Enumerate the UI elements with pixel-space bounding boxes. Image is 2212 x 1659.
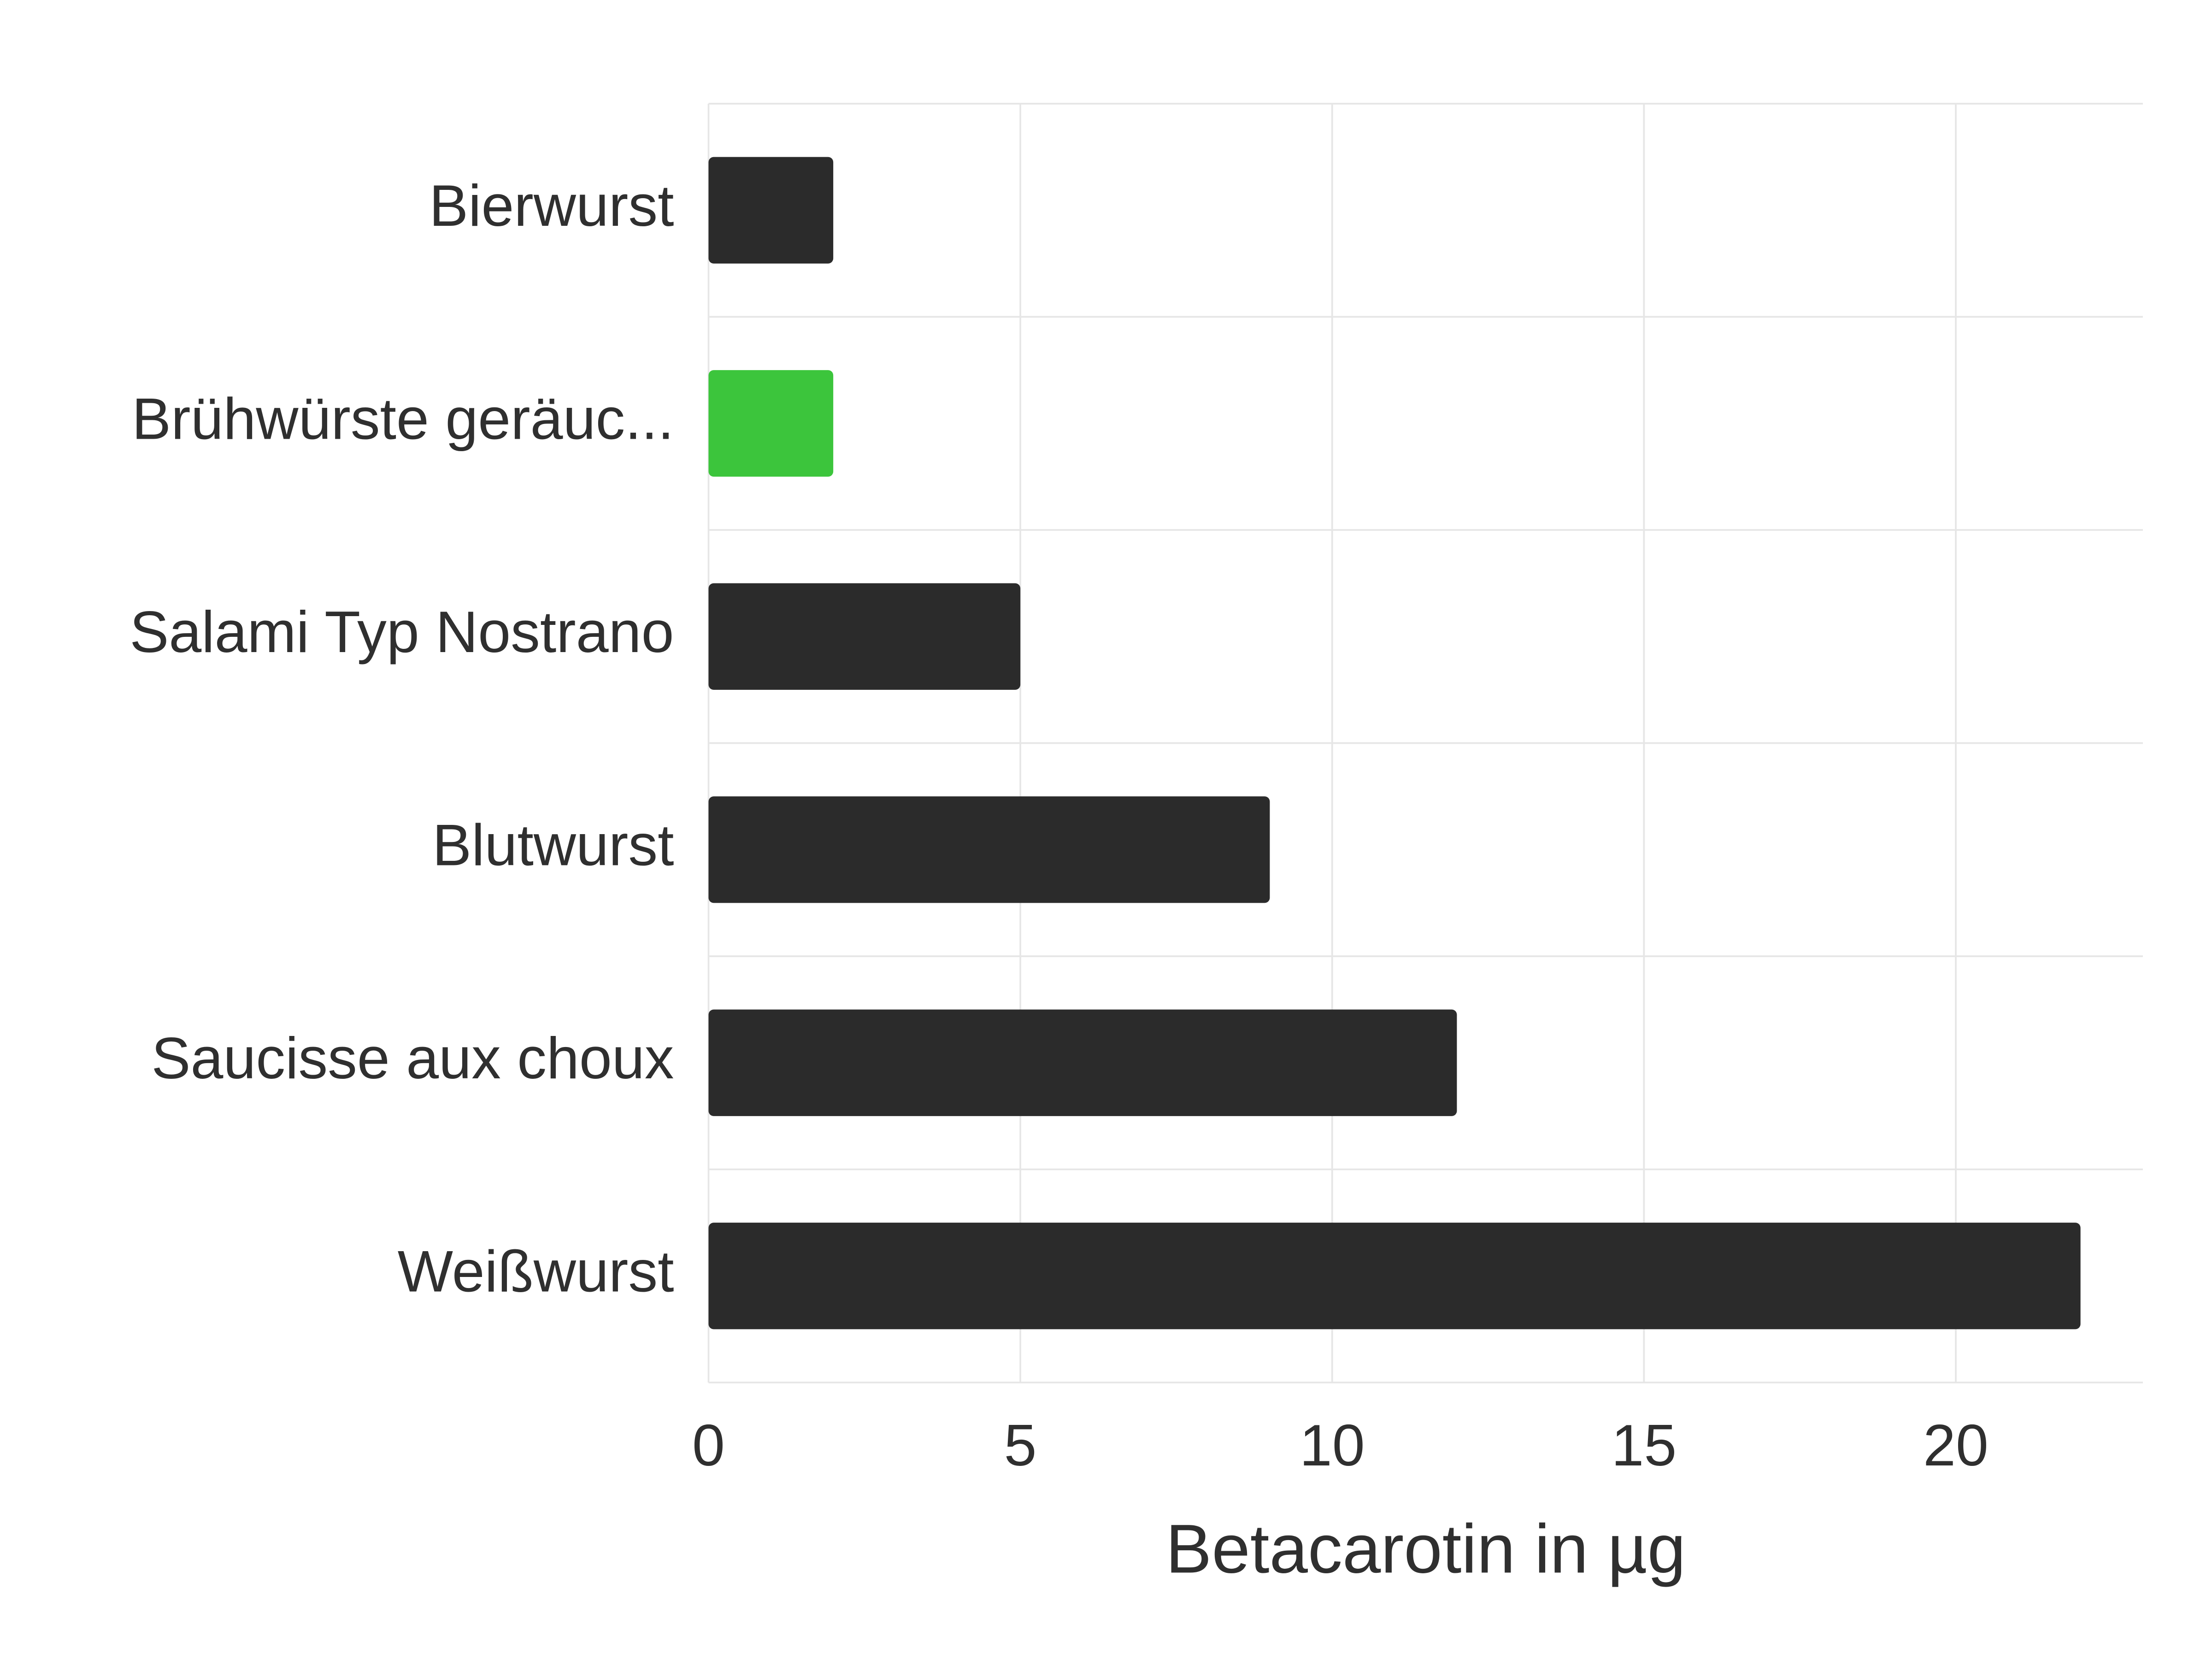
bar [709,796,1270,903]
x-tick-label: 15 [1611,1413,1677,1478]
y-tick-label: Bierwurst [429,173,674,239]
y-tick-label: Blutwurst [432,812,674,878]
bar [709,1010,1457,1116]
bar [709,1223,2081,1329]
y-tick-label: Weißwurst [398,1239,674,1304]
bar [709,370,834,477]
y-tick-label: Saucisse aux choux [152,1026,674,1091]
y-tick-label: Brühwürste geräuc... [132,386,674,452]
y-tick-label: Salami Typ Nostrano [129,600,674,665]
x-tick-label: 5 [1004,1413,1037,1478]
x-tick-label: 20 [1923,1413,1988,1478]
x-tick-label: 10 [1300,1413,1365,1478]
x-axis-title: Betacarotin in µg [1165,1510,1686,1588]
bar [709,157,834,264]
betacarotin-bar-chart: Bierwurst Brühwürste geräuc... Salami Typ … [0,0,2212,1659]
x-tick-label: 0 [692,1413,725,1478]
bar [709,583,1021,690]
